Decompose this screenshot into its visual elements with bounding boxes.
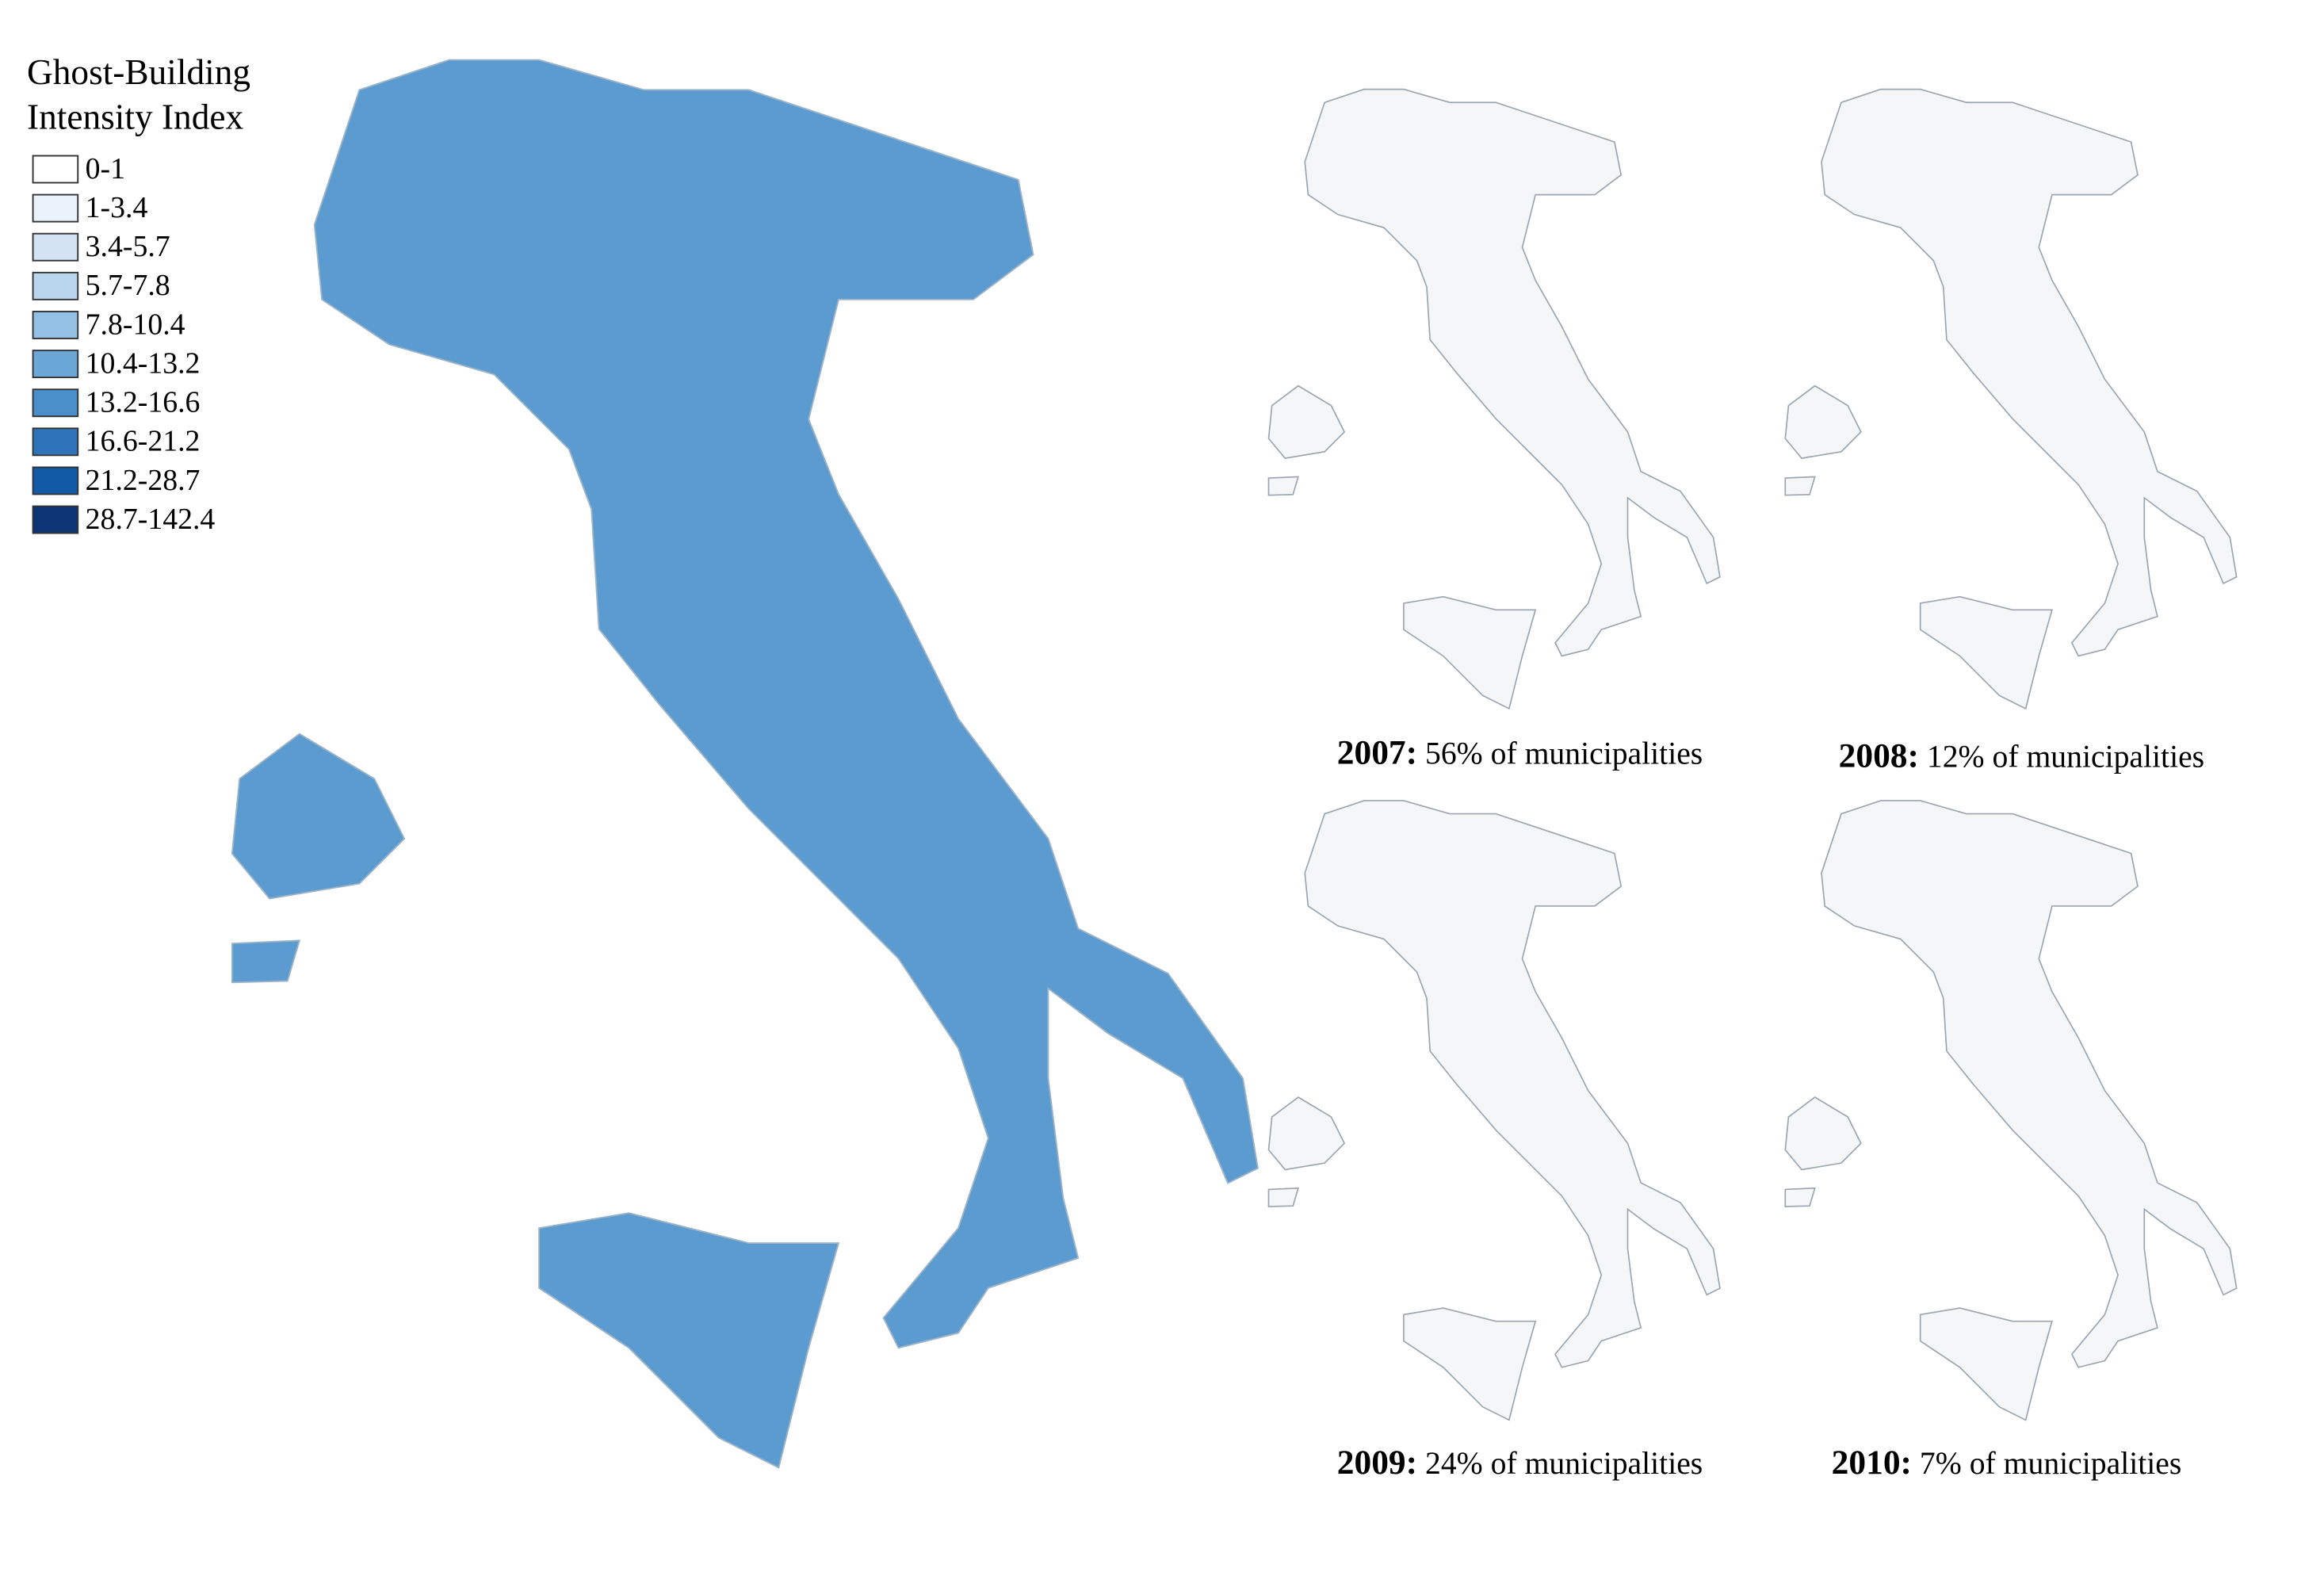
panel-share: 12% of municipalities: [1927, 739, 2204, 774]
legend-label: 3.4-5.7: [86, 230, 170, 263]
panel-caption: 2007: 56% of municipalities: [1337, 733, 1703, 771]
legend-title: Intensity Index: [27, 97, 243, 136]
captions: 2007: 56% of municipalities 2008: 12% of …: [1337, 733, 2204, 1481]
main-map: [231, 59, 1259, 1469]
panel-caption: 2010: 7% of municipalities: [1832, 1444, 2182, 1482]
map-2009: [1267, 800, 1721, 1421]
legend-swatch: [32, 350, 79, 379]
legend-label: 13.2-16.6: [86, 386, 201, 419]
legend-swatch: [32, 427, 79, 457]
legend-label: 5.7-7.8: [86, 269, 170, 302]
legend-label: 10.4-13.2: [86, 346, 201, 380]
legend-label: 7.8-10.4: [86, 308, 185, 341]
panel-year: 2007:: [1337, 733, 1417, 771]
panel-caption: 2009: 24% of municipalities: [1337, 1444, 1703, 1482]
map-2008: [1784, 88, 2238, 710]
legend-label: 0-1: [86, 152, 125, 186]
map-2007: [1267, 88, 1721, 710]
map-2010: [1784, 800, 2238, 1421]
panel-year: 2008:: [1839, 736, 1919, 775]
legend-title: Ghost-Building: [27, 52, 250, 92]
panel-year: 2009:: [1337, 1444, 1417, 1482]
legend-swatch: [32, 155, 79, 184]
legend-swatch: [32, 505, 79, 534]
legend: Ghost-Building Intensity Index 0-1 1-3.4 3.4…: [27, 52, 250, 536]
panel-year: 2010:: [1832, 1444, 1912, 1482]
legend-label: 21.2-28.7: [86, 464, 201, 497]
panel-caption: 2008: 12% of municipalities: [1839, 736, 2205, 775]
legend-label: 1-3.4: [86, 191, 148, 224]
legend-label: 16.6-21.2: [86, 425, 201, 458]
legend-swatch: [32, 271, 79, 300]
legend-swatch: [32, 466, 79, 495]
legend-swatch: [32, 193, 79, 223]
legend-swatch: [32, 232, 79, 262]
panel-share: 56% of municipalities: [1425, 736, 1703, 771]
legend-label: 28.7-142.4: [86, 503, 216, 536]
legend-swatch: [32, 311, 79, 339]
panel-share: 24% of municipalities: [1425, 1446, 1703, 1481]
panel-share: 7% of municipalities: [1920, 1446, 2181, 1481]
legend-swatch: [32, 388, 79, 418]
